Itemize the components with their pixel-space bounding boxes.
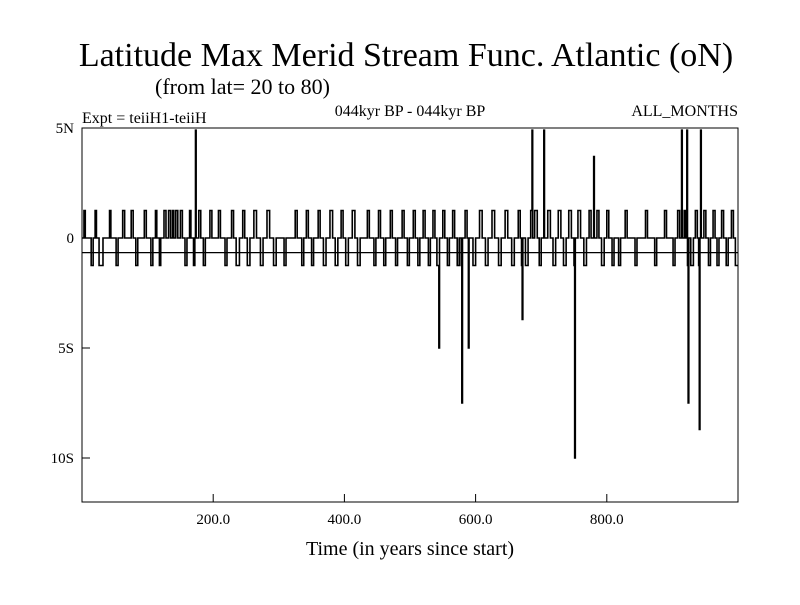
x-tick-label: 400.0 <box>328 512 362 528</box>
series-layer <box>82 129 738 459</box>
y-tick-label: 5N <box>56 121 75 137</box>
chart-title: Latitude Max Merid Stream Func. Atlantic… <box>79 37 733 74</box>
months-label: ALL_MONTHS <box>631 103 738 120</box>
x-tick-label: 200.0 <box>196 512 230 528</box>
y-tick-label: 10S <box>51 451 74 467</box>
experiment-label: Expt = teiiH1-teiiH <box>82 110 207 127</box>
series-line <box>82 129 738 459</box>
x-tick-label: 800.0 <box>590 512 624 528</box>
x-axis: 200.0 400.0 600.0 800.0 <box>196 494 624 528</box>
y-tick-label: 0 <box>67 231 75 247</box>
y-axis: 5N 0 5S 10S <box>51 121 90 467</box>
chart-subtitle: (from lat= 20 to 80) <box>155 74 330 99</box>
period-label: 044kyr BP - 044kyr BP <box>335 103 486 120</box>
x-tick-label: 600.0 <box>459 512 493 528</box>
plot-frame <box>81 127 739 503</box>
x-axis-label: Time (in years since start) <box>306 538 514 560</box>
y-tick-label: 5S <box>58 341 74 357</box>
